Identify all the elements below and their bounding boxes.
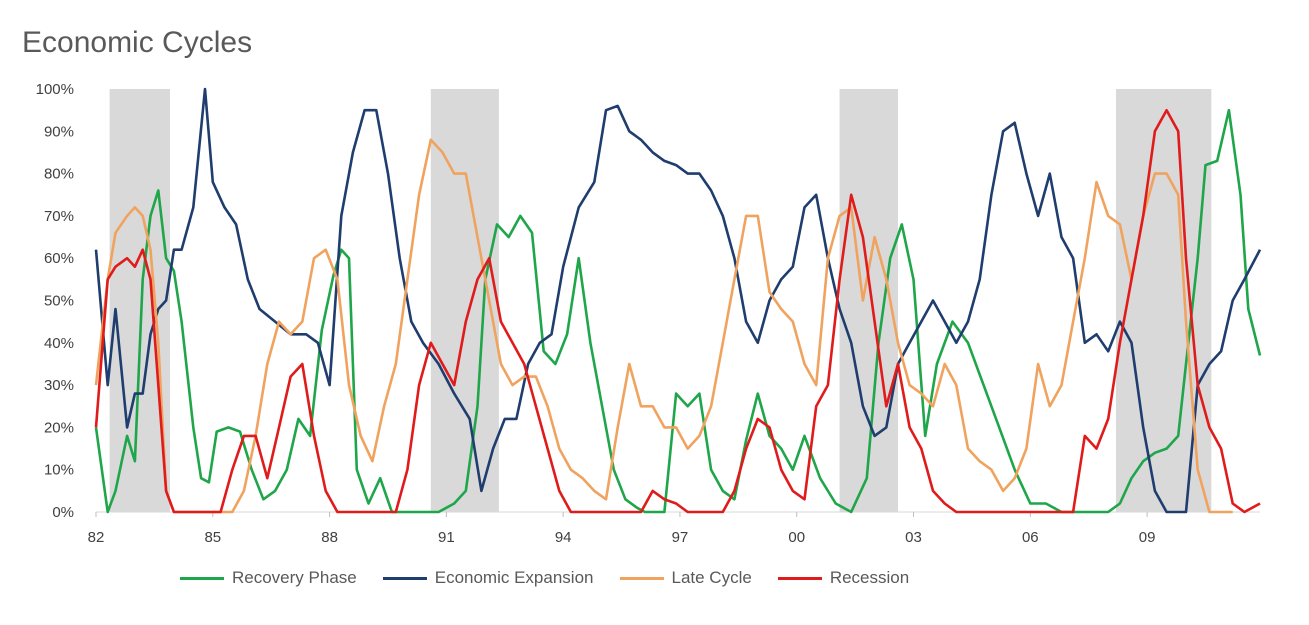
legend-item: Recession [777,568,910,588]
y-tick-label: 80% [44,166,74,183]
legend-item: Recovery Phase [180,568,357,588]
series-line-economic-expansion [94,87,1262,514]
legend-swatch [382,576,427,580]
legend-swatch [619,576,664,580]
y-tick-label: 90% [44,123,74,140]
recession-shading-layer [109,89,1212,512]
x-tick-label: 09 [1139,529,1156,546]
y-tick-label: 10% [44,462,74,479]
legend-item: Economic Expansion [382,568,594,588]
y-tick-label: 50% [44,293,74,310]
x-tick-label: 06 [1022,529,1039,546]
x-axis-ticks: 82 85 88 91 94 97 00 03 06 09 [88,512,1156,546]
x-tick-label: 03 [905,529,922,546]
legend-swatch [180,576,224,580]
legend: Recovery Phase Economic Expansion Late Cyc… [180,568,935,588]
legend-label: Recession [829,568,910,587]
x-tick-label: 85 [204,529,221,546]
y-tick-label: 70% [44,208,74,225]
series-line-late-cycle [94,138,1233,514]
x-tick-label: 88 [321,529,338,546]
y-tick-label: 0% [52,504,74,521]
series-line-recession [94,108,1261,514]
y-tick-label: 40% [44,335,74,352]
x-tick-label: 82 [88,529,105,546]
legend-label: Economic Expansion [434,568,594,587]
x-tick-label: 91 [438,529,455,546]
series-line-recovery-phase [94,108,1262,514]
legend-label: Recovery Phase [232,568,357,587]
legend-item: Late Cycle [619,568,752,588]
recession-band-0 [109,89,170,512]
y-tick-label: 20% [44,419,74,436]
legend-label: Late Cycle [671,568,752,587]
y-tick-label: 100% [36,81,74,98]
y-axis-ticks: 0% 10% 20% 30% 40% 50% 60% 70% 80% 90% 100% [36,81,74,521]
x-tick-label: 00 [788,529,805,546]
chart-title: Economic Cycles [22,26,253,59]
x-tick-label: 97 [672,529,689,546]
series-layer [94,87,1262,514]
legend-swatch [777,576,822,580]
y-tick-label: 60% [44,250,74,267]
x-tick-label: 94 [555,529,572,546]
recession-band-1 [430,89,499,512]
y-tick-label: 30% [44,377,74,394]
